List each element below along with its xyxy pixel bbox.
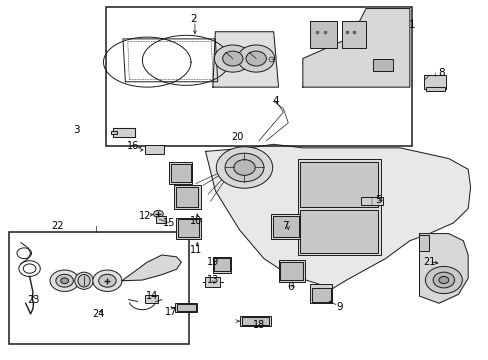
Text: 16: 16 <box>126 141 139 151</box>
Bar <box>278 260 305 282</box>
Circle shape <box>93 270 122 292</box>
Bar <box>176 187 198 207</box>
Polygon shape <box>419 234 467 303</box>
Bar <box>372 59 392 71</box>
Circle shape <box>237 45 274 72</box>
Bar <box>106 7 411 146</box>
Polygon shape <box>212 32 278 87</box>
Circle shape <box>245 51 266 66</box>
Circle shape <box>224 153 264 182</box>
Bar <box>156 216 165 223</box>
Bar <box>311 288 330 302</box>
Polygon shape <box>205 144 469 289</box>
Text: 21: 21 <box>422 257 434 267</box>
Bar <box>361 197 382 205</box>
Polygon shape <box>122 255 181 281</box>
Bar <box>309 21 336 48</box>
Circle shape <box>425 266 461 294</box>
Text: 9: 9 <box>335 302 342 312</box>
Circle shape <box>438 276 448 284</box>
Bar <box>214 258 229 271</box>
Text: 1: 1 <box>408 19 415 30</box>
Bar <box>175 303 197 312</box>
Bar <box>271 214 300 239</box>
Text: 4: 4 <box>272 96 279 107</box>
Text: 18: 18 <box>252 320 264 330</box>
Text: 14: 14 <box>146 291 158 301</box>
Circle shape <box>216 147 272 188</box>
Bar <box>272 216 298 237</box>
Circle shape <box>222 51 243 66</box>
Circle shape <box>61 278 68 284</box>
Text: 23: 23 <box>27 295 39 305</box>
Text: 13: 13 <box>206 275 219 285</box>
Bar <box>169 162 192 184</box>
Bar <box>300 162 377 207</box>
Bar <box>9 232 188 344</box>
Text: 8: 8 <box>437 68 444 78</box>
Text: 10: 10 <box>189 216 202 226</box>
Bar <box>418 235 428 251</box>
Bar <box>178 219 199 237</box>
Bar <box>239 316 271 327</box>
Bar <box>111 131 116 134</box>
Bar <box>297 158 380 255</box>
Bar <box>425 87 445 91</box>
Bar <box>341 21 366 48</box>
Text: 12: 12 <box>139 211 151 221</box>
Circle shape <box>56 274 73 287</box>
Bar <box>424 75 446 89</box>
Bar <box>300 210 377 253</box>
Bar <box>204 277 220 287</box>
Polygon shape <box>302 9 409 87</box>
Bar <box>309 284 331 303</box>
Text: 20: 20 <box>230 132 243 142</box>
Text: 5: 5 <box>374 195 381 204</box>
Bar <box>144 145 164 154</box>
Ellipse shape <box>75 272 93 289</box>
Bar <box>241 317 269 325</box>
Text: 2: 2 <box>190 14 196 24</box>
Circle shape <box>99 274 116 287</box>
Polygon shape <box>113 128 135 137</box>
Bar <box>144 296 158 303</box>
Ellipse shape <box>78 274 90 287</box>
Bar <box>174 185 201 208</box>
Text: 17: 17 <box>165 307 178 317</box>
Circle shape <box>432 272 454 288</box>
Bar <box>280 262 303 280</box>
Circle shape <box>50 270 79 292</box>
Text: 7: 7 <box>282 221 288 231</box>
Text: 19: 19 <box>206 257 219 267</box>
Text: 24: 24 <box>92 309 104 319</box>
Circle shape <box>233 159 255 175</box>
Bar <box>212 257 231 273</box>
Circle shape <box>153 210 163 217</box>
Bar <box>177 304 196 311</box>
Text: 15: 15 <box>163 218 175 228</box>
Text: 22: 22 <box>51 221 63 231</box>
Circle shape <box>214 45 251 72</box>
Text: 11: 11 <box>189 245 202 255</box>
Bar <box>171 163 190 182</box>
Bar <box>176 217 201 239</box>
Text: 3: 3 <box>73 125 80 135</box>
Text: 6: 6 <box>287 282 293 292</box>
